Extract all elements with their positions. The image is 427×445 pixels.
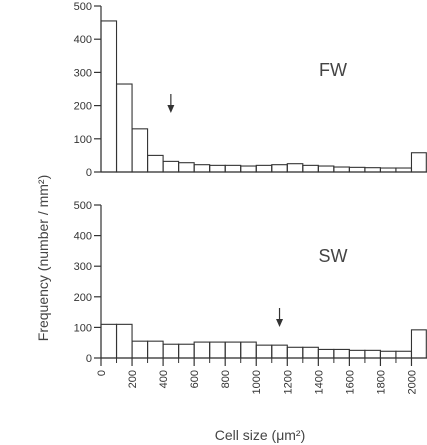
x-axis: 0 200 400 600 800 1000 1200 1400 1600 1800 2000 bbox=[96, 358, 418, 394]
histogram-bar bbox=[100, 20, 118, 173]
histogram-bar bbox=[286, 163, 304, 173]
histogram-bar bbox=[209, 164, 226, 173]
histogram-bar bbox=[255, 344, 273, 359]
histogram-bar bbox=[193, 164, 211, 173]
y-tick-label: 0 bbox=[86, 167, 92, 179]
sw-histogram-panel: 0 100 200 300 400 500 SW bbox=[74, 200, 427, 365]
y-tick-label: 300 bbox=[74, 67, 92, 79]
histogram-bar bbox=[302, 164, 319, 173]
fw-histogram-panel: 0 100 200 300 400 500 FW bbox=[74, 1, 427, 179]
histogram-bar bbox=[115, 323, 133, 359]
histogram-bar bbox=[147, 154, 164, 173]
x-tick-label: 800 bbox=[220, 370, 232, 388]
histogram-bar bbox=[147, 340, 164, 359]
median-arrow-head bbox=[276, 319, 284, 327]
histogram-bar bbox=[302, 346, 319, 359]
histogram-bar bbox=[348, 166, 366, 173]
histogram-bar bbox=[410, 152, 427, 173]
histogram-bar bbox=[209, 341, 226, 359]
histogram-bar bbox=[100, 323, 118, 359]
histogram-bar bbox=[333, 348, 350, 359]
histogram-bar bbox=[178, 162, 195, 173]
x-tick-label: 1000 bbox=[251, 370, 263, 394]
y-axis-label: Frequency (number / mm²) bbox=[35, 175, 51, 341]
histogram-bar bbox=[131, 128, 149, 173]
y-tick-label: 300 bbox=[74, 261, 92, 273]
y-tick-label: 0 bbox=[86, 353, 92, 365]
histogram-bar bbox=[286, 346, 304, 359]
histogram-bar bbox=[395, 350, 413, 359]
x-tick-label: 0 bbox=[96, 370, 108, 376]
histogram-bar bbox=[364, 167, 381, 173]
y-tick-label: 500 bbox=[74, 1, 92, 13]
x-tick-label: 1200 bbox=[282, 370, 294, 394]
histogram-bar bbox=[379, 350, 397, 359]
histogram-bar bbox=[271, 344, 288, 359]
y-tick-label: 100 bbox=[74, 134, 92, 146]
x-tick-label: 1400 bbox=[313, 370, 325, 394]
histogram-bar bbox=[317, 165, 335, 173]
histogram-bar bbox=[271, 164, 288, 173]
y-tick-label: 400 bbox=[74, 231, 92, 243]
x-tick-label: 200 bbox=[127, 370, 139, 388]
y-tick-label: 500 bbox=[74, 200, 92, 212]
histogram-bar bbox=[131, 340, 149, 359]
y-tick-label: 200 bbox=[74, 101, 92, 113]
histogram-bar bbox=[224, 341, 242, 359]
x-tick-label: 400 bbox=[158, 370, 170, 388]
histogram-bar bbox=[193, 341, 211, 359]
histogram-bar bbox=[224, 164, 242, 173]
histogram-bar bbox=[348, 349, 366, 359]
histogram-bar bbox=[333, 166, 350, 173]
histogram-bar bbox=[255, 164, 273, 173]
histogram-bar bbox=[162, 160, 180, 173]
x-tick-label: 1600 bbox=[344, 370, 356, 394]
histogram-bar bbox=[240, 341, 257, 359]
panel-label: SW bbox=[319, 246, 348, 266]
x-axis-label: Cell size (μm²) bbox=[215, 427, 306, 443]
panel-label: FW bbox=[319, 60, 347, 80]
y-tick-label: 100 bbox=[74, 322, 92, 334]
x-tick-label: 2000 bbox=[406, 370, 418, 394]
histogram-bar bbox=[364, 349, 381, 359]
histogram-bar bbox=[178, 343, 195, 359]
histogram-bar bbox=[115, 83, 133, 173]
histogram-bar bbox=[240, 165, 257, 173]
median-arrow-head bbox=[167, 105, 175, 113]
x-tick-label: 1800 bbox=[375, 370, 387, 394]
y-tick-label: 200 bbox=[74, 292, 92, 304]
x-tick-label: 600 bbox=[189, 370, 201, 388]
histogram-bar bbox=[410, 329, 427, 359]
y-tick-label: 400 bbox=[74, 34, 92, 46]
histogram-bar bbox=[317, 348, 335, 359]
histogram-bar bbox=[162, 343, 180, 359]
